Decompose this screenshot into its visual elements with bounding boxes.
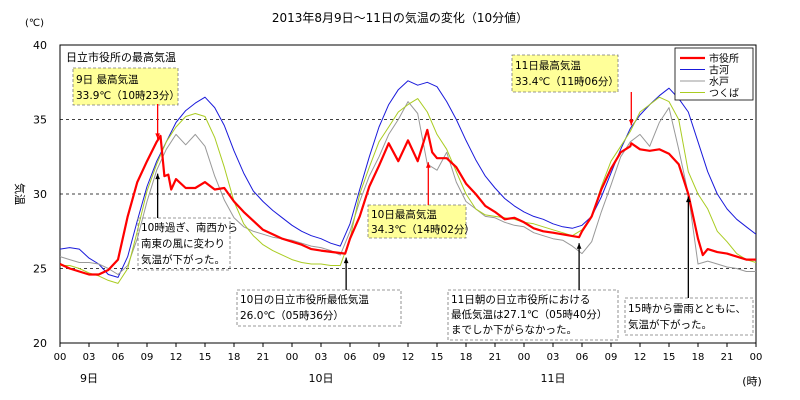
annotation-max9 <box>72 67 179 106</box>
annotation-rain11-text: 15時から雷雨とともに、 <box>628 303 746 315</box>
y-unit-label: (℃) <box>25 18 44 29</box>
annotation-min11 <box>447 289 619 341</box>
annotation-max9-text: 9日 最高気温 <box>76 73 139 86</box>
annotation-drop9-text: 10時過ぎ、南西から <box>141 221 238 234</box>
series-line-市役所 <box>60 128 756 276</box>
x-tick-label: 09 <box>141 352 154 363</box>
annotation-min11-text: までしか下がらなかった。 <box>451 323 577 336</box>
x-tick-label: 21 <box>257 352 270 363</box>
x-tick-label: 00 <box>518 352 531 363</box>
y-tick-label: 20 <box>33 337 47 350</box>
arrow-drop9-head <box>155 173 160 180</box>
x-tick-label: 21 <box>721 352 734 363</box>
x-tick-label: 00 <box>54 352 67 363</box>
annotation-min11-text: 最低気温は27.1℃（05時40分） <box>451 308 607 321</box>
annotation-min10 <box>236 289 402 327</box>
x-tick-label: 03 <box>315 352 328 363</box>
y-axis-label: 気温 <box>13 183 27 205</box>
annotation-drop9-text: 南東の風に変わり <box>141 237 225 250</box>
annotation-max9-text: 33.9℃（10時23分） <box>76 90 180 102</box>
x-tick-label: 18 <box>228 352 241 363</box>
day-label: 11日 <box>541 372 566 385</box>
x-tick-label: 09 <box>373 352 386 363</box>
x-tick-label: 21 <box>489 352 502 363</box>
annotation-max10 <box>367 204 467 239</box>
x-tick-label: 15 <box>431 352 444 363</box>
x-tick-label: 18 <box>692 352 705 363</box>
annotation-max10-text: 10日最高気温 <box>371 208 437 221</box>
x-unit-label: (時) <box>742 375 762 388</box>
arrow-max9-head <box>155 133 160 139</box>
x-tick-label: 00 <box>286 352 299 363</box>
arrow-rain11-head <box>685 196 691 203</box>
y-tick-label: 25 <box>33 263 47 276</box>
series-line-古河 <box>60 80 756 278</box>
annotation-rain11 <box>624 297 754 336</box>
arrow-min11-head <box>576 243 582 249</box>
annotation-drop9 <box>137 217 231 271</box>
annotation-drop9-text: 気温が下がった。 <box>141 253 225 266</box>
annotation-min11-text: 11日朝の日立市役所における <box>451 293 590 306</box>
x-tick-label: 15 <box>199 352 212 363</box>
arrow-max11-head <box>628 119 634 126</box>
annotation-max11-text: 33.4℃（11時06分） <box>515 76 619 88</box>
arrow-min10-head <box>343 257 349 264</box>
x-tick-label: 09 <box>605 352 618 363</box>
x-tick-label: 06 <box>576 352 589 363</box>
day-label: 9日 <box>80 372 98 385</box>
x-tick-label: 06 <box>344 352 357 363</box>
x-tick-label: 06 <box>112 352 125 363</box>
x-tick-label: 18 <box>460 352 473 363</box>
annotation-max10-text: 34.3℃（14時02分） <box>371 224 475 236</box>
annotation-min10-text: 26.0℃（05時36分） <box>240 310 344 322</box>
annotation-max11 <box>511 54 619 93</box>
x-tick-label: 00 <box>750 352 763 363</box>
legend-entry: 水戸 <box>709 76 729 88</box>
y-tick-label: 40 <box>33 39 47 52</box>
x-tick-label: 15 <box>663 352 676 363</box>
series-line-水戸 <box>60 101 756 275</box>
annotation-max11-text: 11日最高気温 <box>515 59 581 72</box>
y-tick-label: 30 <box>33 188 47 201</box>
series-line-つくば <box>60 96 756 284</box>
annotation-max9-header: 日立市役所の最高気温 <box>66 50 176 64</box>
x-tick-label: 12 <box>634 352 647 363</box>
arrow-max10-head <box>425 162 431 168</box>
legend-entry: 古河 <box>709 64 729 77</box>
x-tick-label: 12 <box>170 352 183 363</box>
legend-entry: 市役所 <box>709 52 739 65</box>
x-tick-label: 12 <box>402 352 415 363</box>
annotation-min10-text: 10日の日立市役所最低気温 <box>240 293 369 306</box>
chart-title: 2013年8月9日～11日の気温の変化（10分値） <box>272 10 528 25</box>
day-label: 10日 <box>309 372 334 385</box>
x-tick-label: 03 <box>83 352 96 363</box>
annotation-rain11-text: 気温が下がった。 <box>628 318 712 331</box>
legend-entry: つくば <box>709 88 739 100</box>
legend <box>674 47 754 101</box>
x-tick-label: 03 <box>547 352 560 363</box>
y-tick-label: 35 <box>33 114 47 127</box>
